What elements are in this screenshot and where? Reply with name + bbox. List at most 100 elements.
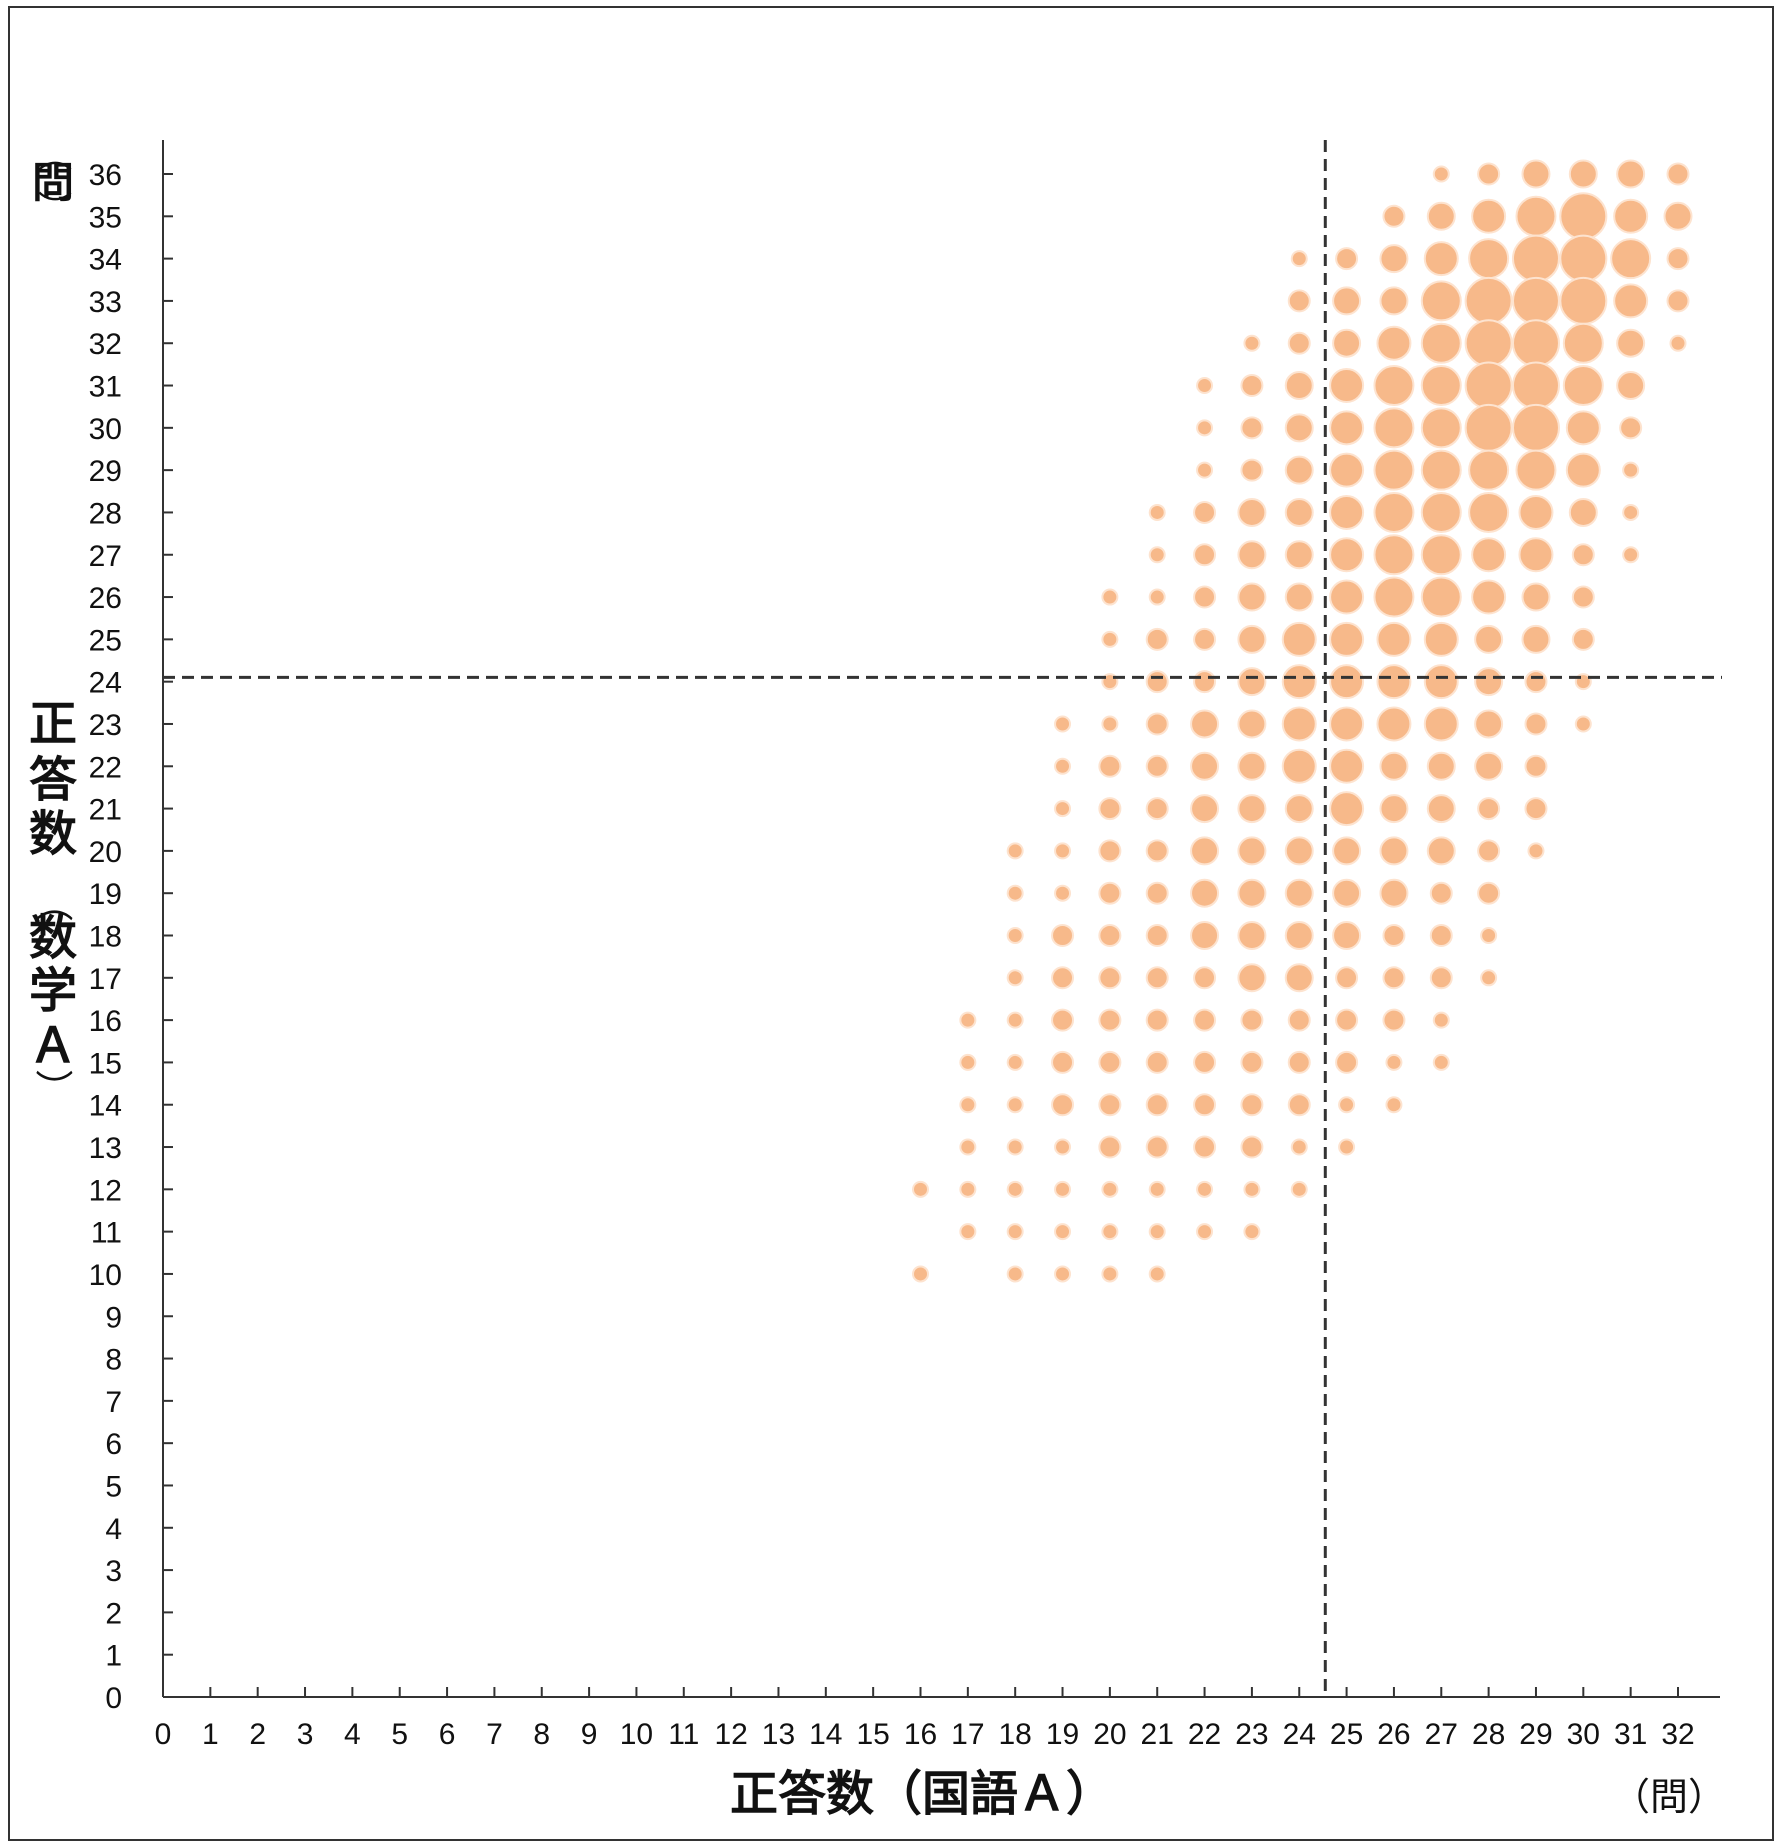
bubble-x29-y20 [1527,842,1545,860]
bubble-x28-y30 [1464,403,1513,452]
bubble-x29-y25 [1521,624,1551,654]
bubble-x19-y18 [1051,924,1075,947]
x-tick-label-30: 30 [1567,1718,1600,1751]
bubble-x19-y23 [1054,715,1072,733]
bubble-x23-y20 [1237,836,1267,866]
bubble-x31-y34 [1610,238,1652,280]
bubble-x22-y12 [1196,1180,1214,1198]
bubble-x21-y28 [1148,503,1166,521]
y-tick-label-4: 4 [105,1513,122,1546]
bubble-x19-y16 [1051,1008,1075,1032]
x-tick-label-31: 31 [1614,1718,1647,1751]
bubble-x22-y24 [1193,670,1217,694]
bubble-x32-y33 [1666,289,1690,313]
y-axis-title-char: 学 [28,963,77,1019]
bubble-x20-y19 [1098,881,1122,905]
bubble-x27-y15 [1432,1053,1450,1071]
bubble-x32-y35 [1663,201,1693,231]
bubble-x20-y23 [1101,715,1119,733]
bubble-x19-y15 [1051,1050,1075,1074]
bubble-x19-y17 [1051,966,1075,990]
x-tick-label-26: 26 [1377,1718,1410,1751]
bubble-x25-y20 [1332,836,1362,866]
x-tick-label-16: 16 [904,1718,937,1751]
bubble-x31-y30 [1619,416,1643,440]
y-tick-label-1: 1 [105,1640,122,1673]
bubble-x26-y19 [1379,878,1409,908]
bubble-x18-y19 [1006,884,1024,902]
bubble-x23-y14 [1240,1093,1264,1117]
bubble-x22-y29 [1196,461,1214,479]
x-tick-label-21: 21 [1141,1718,1174,1751]
bubble-x21-y21 [1145,797,1169,821]
bubble-x26-y28 [1373,491,1415,533]
bubble-x24-y32 [1287,331,1311,355]
bubble-x24-y31 [1284,371,1314,401]
y-tick-label-24: 24 [89,667,122,700]
bubble-x25-y15 [1335,1050,1359,1074]
bubble-x29-y27 [1518,537,1554,573]
bubble-x24-y12 [1290,1180,1308,1198]
bubble-x26-y14 [1385,1096,1403,1114]
bubble-x19-y22 [1054,757,1072,775]
bubble-x20-y11 [1101,1223,1119,1241]
x-tick-label-1: 1 [202,1718,219,1751]
bubble-x28-y21 [1477,797,1501,821]
bubble-x20-y18 [1098,924,1122,947]
y-tick-label-32: 32 [89,328,122,361]
bubble-x28-y32 [1464,319,1513,368]
bubble-x19-y21 [1054,800,1072,818]
y-tick-label-29: 29 [89,455,122,488]
y-tick-label-34: 34 [89,244,122,277]
bubble-x28-y33 [1464,276,1513,325]
bubble-x22-y28 [1193,500,1217,524]
bubble-x18-y13 [1006,1138,1024,1156]
bubble-x29-y23 [1524,712,1548,736]
bubble-x27-y32 [1420,322,1462,364]
bubble-x25-y23 [1329,706,1365,742]
y-tick-label-14: 14 [89,1090,122,1123]
bubble-x21-y10 [1148,1265,1166,1283]
bubble-x21-y23 [1145,712,1169,736]
bubble-x28-y18 [1480,927,1498,944]
bubble-x22-y27 [1193,543,1217,567]
bubble-x31-y35 [1613,198,1649,234]
bubble-x25-y34 [1335,247,1359,271]
bubble-x26-y35 [1382,204,1406,228]
bubble-x20-y10 [1101,1265,1119,1283]
bubble-x27-y30 [1420,407,1462,449]
bubble-x28-y29 [1468,449,1510,491]
bubble-x24-y27 [1284,540,1314,570]
bubble-x25-y18 [1332,921,1362,950]
axes-layer [162,140,1720,1698]
bubble-x23-y21 [1237,794,1267,824]
bubble-x17-y12 [959,1180,977,1198]
bubble-x30-y29 [1565,452,1601,488]
x-tick-label-7: 7 [486,1718,503,1751]
y-tick-label-3: 3 [105,1555,122,1588]
bubble-x19-y12 [1054,1180,1072,1198]
x-tick-label-29: 29 [1519,1718,1552,1751]
bubble-x24-y13 [1290,1138,1308,1156]
bubble-x25-y17 [1335,966,1359,990]
bubble-x22-y18 [1190,921,1220,950]
bubble-x28-y23 [1474,709,1504,739]
x-tick-label-23: 23 [1235,1718,1268,1751]
bubble-x21-y22 [1145,754,1169,778]
bubble-x22-y20 [1190,836,1220,866]
bubble-x24-y17 [1284,963,1314,993]
bubble-x27-y18 [1429,924,1453,947]
bubble-x20-y14 [1098,1093,1122,1117]
bubble-x22-y26 [1193,585,1217,609]
bubble-x27-y28 [1420,491,1462,533]
bubble-x30-y23 [1574,715,1592,733]
bubble-x29-y36 [1521,159,1551,189]
bubble-x26-y23 [1376,706,1412,742]
bubble-x23-y13 [1240,1135,1264,1159]
bubble-x21-y14 [1145,1093,1169,1117]
bubble-x27-y16 [1432,1011,1450,1029]
bubble-x21-y18 [1145,924,1169,947]
bubble-x28-y27 [1471,537,1507,573]
bubble-x28-y36 [1477,162,1501,186]
bubble-x18-y17 [1006,969,1024,987]
